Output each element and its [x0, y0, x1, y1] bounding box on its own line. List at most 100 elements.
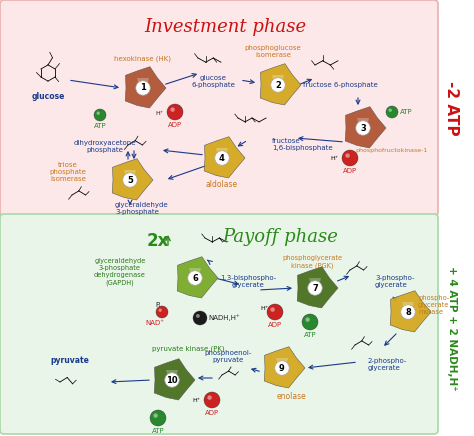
- Polygon shape: [297, 267, 338, 308]
- Text: H⁺: H⁺: [330, 156, 338, 160]
- Text: H⁺: H⁺: [260, 306, 268, 310]
- Polygon shape: [154, 359, 195, 400]
- Text: glyceraldehyde
3-phosphate: glyceraldehyde 3-phosphate: [115, 202, 169, 215]
- Polygon shape: [357, 118, 369, 126]
- Text: 2x: 2x: [147, 232, 169, 250]
- Polygon shape: [272, 75, 284, 83]
- Polygon shape: [390, 291, 431, 332]
- Text: fructose 6-phosphate: fructose 6-phosphate: [302, 82, 377, 88]
- Polygon shape: [345, 107, 386, 148]
- Text: 4: 4: [219, 153, 225, 163]
- Polygon shape: [216, 148, 228, 156]
- Circle shape: [94, 109, 106, 121]
- Text: H⁺: H⁺: [192, 398, 200, 402]
- FancyBboxPatch shape: [0, 214, 438, 434]
- Text: pyruvate: pyruvate: [51, 356, 90, 365]
- Circle shape: [275, 361, 289, 375]
- Text: 1,3-bisphospho-
glycerate: 1,3-bisphospho- glycerate: [220, 275, 276, 288]
- Text: pyruvate kinase (PK): pyruvate kinase (PK): [152, 345, 224, 351]
- Polygon shape: [276, 358, 288, 366]
- Circle shape: [346, 153, 350, 158]
- Circle shape: [356, 121, 370, 135]
- Circle shape: [204, 392, 220, 408]
- Circle shape: [156, 306, 168, 318]
- Circle shape: [401, 305, 415, 319]
- Text: triose
phosphate
isomerase: triose phosphate isomerase: [50, 162, 86, 182]
- Polygon shape: [309, 278, 321, 286]
- Circle shape: [165, 373, 179, 387]
- Text: ADP: ADP: [268, 322, 282, 328]
- Polygon shape: [260, 64, 301, 105]
- Circle shape: [215, 151, 229, 165]
- Circle shape: [150, 410, 166, 426]
- Text: 3-phospho-
glycerate: 3-phospho- glycerate: [375, 275, 414, 288]
- Text: phospho-
glycerate
mutase: phospho- glycerate mutase: [418, 295, 449, 315]
- Text: ATP: ATP: [400, 109, 413, 115]
- Polygon shape: [166, 370, 178, 378]
- Text: NADH,H⁺: NADH,H⁺: [208, 315, 240, 321]
- Circle shape: [136, 81, 150, 95]
- Polygon shape: [177, 257, 218, 298]
- Text: ATP: ATP: [152, 428, 164, 434]
- Circle shape: [389, 109, 392, 112]
- Circle shape: [154, 413, 158, 418]
- Polygon shape: [189, 268, 201, 276]
- Text: phosphoglucose
isomerase: phosphoglucose isomerase: [245, 45, 301, 58]
- Text: ADP: ADP: [205, 410, 219, 416]
- Text: 9: 9: [279, 364, 285, 372]
- Circle shape: [302, 314, 318, 330]
- Text: phosphoenol-
pyruvate: phosphoenol- pyruvate: [204, 350, 252, 363]
- Polygon shape: [204, 137, 245, 178]
- FancyBboxPatch shape: [0, 0, 438, 216]
- Text: -2 ATP: -2 ATP: [445, 81, 459, 135]
- Circle shape: [342, 150, 358, 166]
- Circle shape: [97, 112, 100, 115]
- Circle shape: [196, 314, 200, 318]
- Text: glucose: glucose: [31, 92, 64, 101]
- Polygon shape: [125, 67, 166, 108]
- Text: 2: 2: [275, 81, 281, 89]
- Polygon shape: [402, 302, 414, 310]
- Text: ATP: ATP: [94, 123, 106, 129]
- Circle shape: [271, 78, 285, 92]
- Text: 6: 6: [192, 273, 198, 283]
- Circle shape: [158, 309, 162, 312]
- Polygon shape: [124, 170, 136, 178]
- Text: phosphofructokinase-1: phosphofructokinase-1: [355, 148, 427, 153]
- Text: hexokinase (HK): hexokinase (HK): [115, 55, 172, 62]
- Text: glucose
6-phosphate: glucose 6-phosphate: [191, 75, 235, 88]
- Circle shape: [270, 307, 275, 312]
- Circle shape: [170, 107, 175, 112]
- Text: ADP: ADP: [168, 122, 182, 128]
- Text: 7: 7: [312, 283, 318, 293]
- Text: 8: 8: [405, 307, 411, 317]
- Text: ADP: ADP: [343, 168, 357, 174]
- Circle shape: [193, 311, 207, 325]
- Text: NAD⁺: NAD⁺: [146, 320, 164, 326]
- Polygon shape: [264, 347, 305, 388]
- Text: phosphoglycerate
kinase (PGK): phosphoglycerate kinase (PGK): [282, 255, 342, 269]
- Text: ATP: ATP: [304, 332, 316, 338]
- Text: Investment phase: Investment phase: [144, 18, 306, 36]
- Polygon shape: [112, 159, 153, 200]
- Text: dihydroxyacetone
phosphate: dihydroxyacetone phosphate: [74, 140, 136, 153]
- Text: fructose
1,6-bisphosphate: fructose 1,6-bisphosphate: [272, 138, 333, 151]
- Text: 10: 10: [166, 375, 178, 385]
- Text: Payoff phase: Payoff phase: [222, 228, 338, 246]
- Text: 5: 5: [127, 176, 133, 184]
- Circle shape: [123, 173, 137, 187]
- Circle shape: [305, 317, 310, 322]
- Circle shape: [308, 281, 322, 295]
- Text: H⁺: H⁺: [155, 110, 163, 116]
- Polygon shape: [137, 78, 149, 86]
- Circle shape: [386, 106, 398, 118]
- Text: Pᵢ: Pᵢ: [155, 302, 161, 308]
- Text: 3: 3: [360, 123, 366, 133]
- Text: enolase: enolase: [277, 392, 307, 401]
- Text: aldolase: aldolase: [206, 180, 238, 189]
- Text: + 4 ATP + 2 NADH,H⁺: + 4 ATP + 2 NADH,H⁺: [447, 266, 457, 390]
- Circle shape: [267, 304, 283, 320]
- Circle shape: [188, 271, 202, 285]
- Text: glyceraldehyde
3-phosphate
dehydrogenase
(GAPDH): glyceraldehyde 3-phosphate dehydrogenase…: [94, 258, 146, 286]
- Circle shape: [207, 395, 212, 400]
